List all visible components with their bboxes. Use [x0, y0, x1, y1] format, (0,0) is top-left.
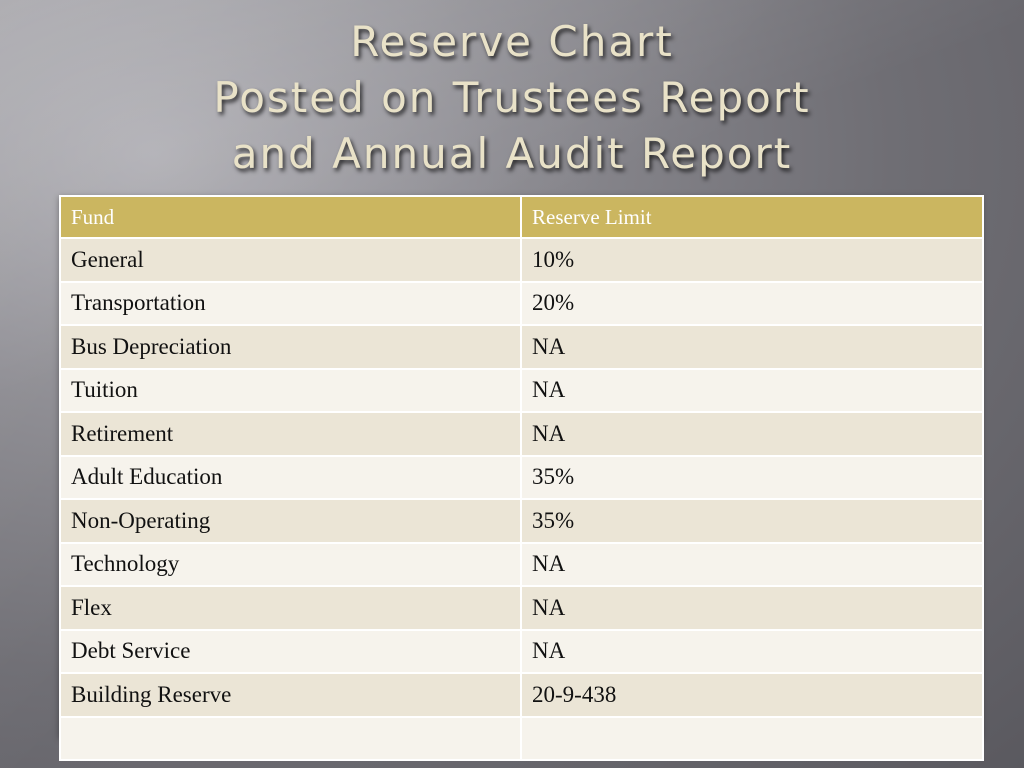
header-fund: Fund — [59, 195, 522, 239]
fund-cell: Technology — [59, 541, 522, 587]
reserve-limit-cell: NA — [520, 628, 984, 674]
reserve-limit-cell: 10% — [520, 237, 984, 283]
slide-title: Reserve Chart Posted on Trustees Report … — [0, 14, 1024, 182]
title-line-2: Posted on Trustees Report — [213, 73, 811, 122]
fund-cell: Bus Depreciation — [59, 324, 522, 370]
fund-cell: Non-Operating — [59, 498, 522, 544]
table-row: Transportation 20% — [59, 280, 984, 326]
header-reserve-limit: Reserve Limit — [520, 195, 984, 239]
table-row: Building Reserve 20-9-438 — [59, 672, 984, 718]
fund-cell: Adult Education — [59, 454, 522, 500]
fund-cell: General — [59, 237, 522, 283]
table-row — [59, 715, 984, 761]
fund-cell: Tuition — [59, 367, 522, 413]
reserve-limit-cell: 20% — [520, 280, 984, 326]
table-row: Flex NA — [59, 585, 984, 631]
reserve-limit-cell: NA — [520, 411, 984, 457]
fund-cell: Flex — [59, 585, 522, 631]
fund-cell: Transportation — [59, 280, 522, 326]
fund-cell: Debt Service — [59, 628, 522, 674]
reserve-limit-cell: NA — [520, 324, 984, 370]
reserve-limit-cell — [520, 715, 984, 761]
reserve-limit-cell: NA — [520, 541, 984, 587]
reserve-limit-cell: 35% — [520, 498, 984, 544]
fund-cell — [59, 715, 522, 761]
title-line-3: and Annual Audit Report — [231, 129, 793, 178]
reserve-table: Fund Reserve Limit General 10% Transport… — [59, 195, 984, 761]
table-row: Non-Operating 35% — [59, 498, 984, 544]
table-row: Tuition NA — [59, 367, 984, 413]
table-header-row: Fund Reserve Limit — [59, 195, 984, 239]
fund-cell: Retirement — [59, 411, 522, 457]
table-row: Technology NA — [59, 541, 984, 587]
table-row: Debt Service NA — [59, 628, 984, 674]
reserve-limit-cell: NA — [520, 367, 984, 413]
table-row: General 10% — [59, 237, 984, 283]
table-row: Retirement NA — [59, 411, 984, 457]
reserve-table-container: Fund Reserve Limit General 10% Transport… — [59, 195, 984, 761]
reserve-limit-cell: 20-9-438 — [520, 672, 984, 718]
fund-cell: Building Reserve — [59, 672, 522, 718]
reserve-limit-cell: 35% — [520, 454, 984, 500]
title-line-1: Reserve Chart — [350, 17, 674, 66]
table-row: Adult Education 35% — [59, 454, 984, 500]
table-row: Bus Depreciation NA — [59, 324, 984, 370]
reserve-limit-cell: NA — [520, 585, 984, 631]
